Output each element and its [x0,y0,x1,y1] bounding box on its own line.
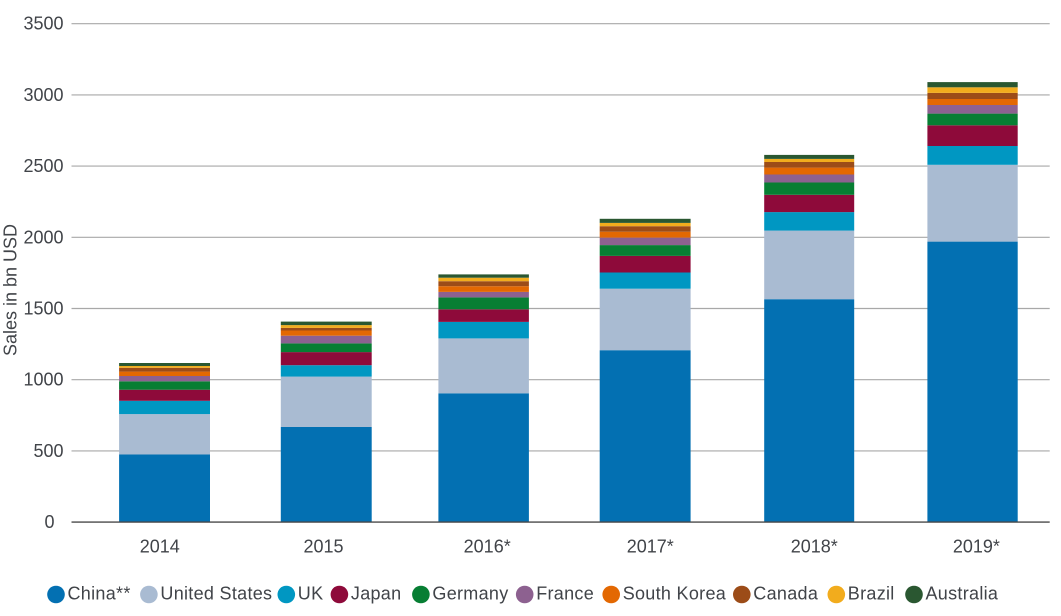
svg-text:United States: United States [160,584,272,604]
svg-text:3000: 3000 [23,85,63,105]
svg-text:0: 0 [44,512,54,532]
svg-text:Canada: Canada [753,584,819,604]
svg-text:UK: UK [298,584,324,604]
svg-text:2017*: 2017* [627,537,674,557]
svg-text:Japan: Japan [351,584,402,604]
svg-text:Sales in bn USD: Sales in bn USD [1,224,21,356]
svg-text:2015: 2015 [303,537,343,557]
svg-text:2000: 2000 [23,227,63,247]
svg-text:2018*: 2018* [791,537,838,557]
svg-text:2019*: 2019* [953,537,1000,557]
svg-text:3500: 3500 [23,14,63,34]
svg-text:2500: 2500 [23,156,63,176]
svg-text:500: 500 [33,441,63,461]
svg-text:Brazil: Brazil [848,584,895,604]
svg-text:2016*: 2016* [464,537,511,557]
svg-text:Australia: Australia [926,584,999,604]
svg-text:China**: China** [68,584,131,604]
svg-text:2014: 2014 [140,537,180,557]
svg-text:France: France [536,584,594,604]
svg-text:South Korea: South Korea [623,584,727,604]
svg-text:1500: 1500 [23,299,63,319]
svg-text:Germany: Germany [432,584,508,604]
svg-text:1000: 1000 [23,370,63,390]
